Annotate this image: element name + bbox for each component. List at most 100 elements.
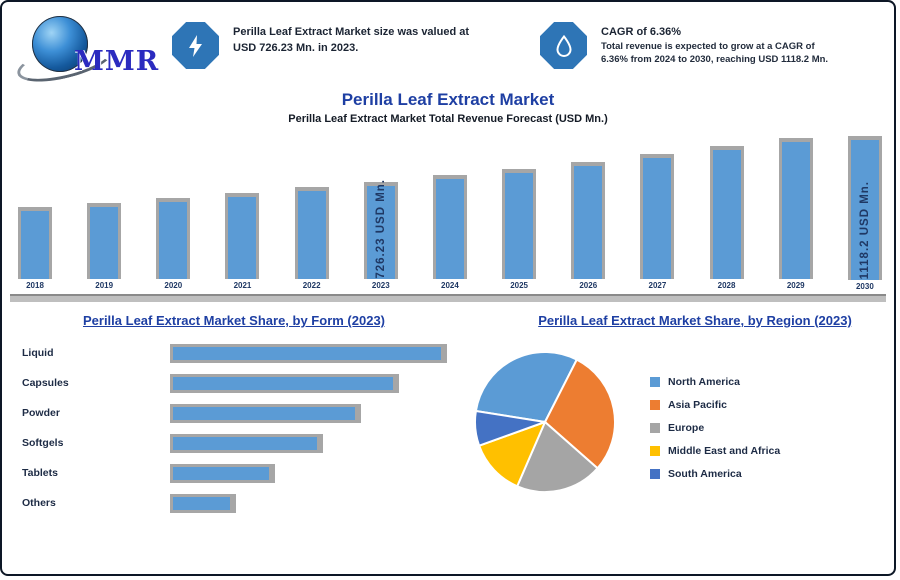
revenue-bar-slot: 2018 bbox=[18, 136, 52, 294]
revenue-bar bbox=[847, 136, 882, 280]
legend-swatch bbox=[650, 468, 660, 479]
droplet-icon bbox=[540, 22, 587, 69]
revenue-bar-fill bbox=[850, 140, 879, 280]
revenue-bar-slot: 726.23 USD Mn. 2023 bbox=[363, 136, 398, 294]
form-share-track bbox=[170, 493, 452, 513]
revenue-bar bbox=[502, 169, 537, 279]
form-share-track bbox=[170, 463, 452, 483]
pie-slice-middle-east-and-africa bbox=[478, 421, 546, 488]
revenue-bar-slot: 2020 bbox=[156, 136, 191, 294]
x-axis-tick-label: 2028 bbox=[717, 281, 736, 290]
x-axis-tick-label: 2030 bbox=[855, 281, 874, 291]
stat-cagr-line3: 6.36% from 2024 to 2030, reaching USD 11… bbox=[601, 54, 829, 65]
revenue-bar bbox=[640, 154, 675, 279]
page-subtitle: Perilla Leaf Extract Market Total Revenu… bbox=[288, 113, 608, 125]
header-stat-valuation: Perilla Leaf Extract Market size was val… bbox=[172, 20, 532, 72]
legend-label: Middle East and Africa bbox=[668, 444, 781, 457]
form-share-label: Softgels bbox=[22, 437, 64, 449]
revenue-bar bbox=[571, 162, 606, 279]
region-pie-chart bbox=[468, 345, 622, 499]
pie-slice-europe bbox=[516, 421, 599, 493]
stat-cagr-line1: CAGR of 6.36% bbox=[601, 26, 682, 38]
form-share-chart: Liquid Capsules Powder Softgels Tablets Other… bbox=[22, 338, 452, 518]
x-axis-tick-label: 2023 bbox=[371, 281, 390, 290]
revenue-bar bbox=[709, 146, 744, 279]
form-share-bar bbox=[170, 493, 236, 513]
revenue-bar-fill bbox=[297, 191, 326, 279]
revenue-bar bbox=[225, 193, 260, 279]
legend-item: Europe bbox=[650, 416, 780, 439]
stat-cagr-text: CAGR of 6.36% Total revenue is expected … bbox=[601, 24, 828, 66]
revenue-bar-slot: 2028 bbox=[709, 136, 744, 294]
form-share-label: Tablets bbox=[22, 467, 58, 479]
revenue-bar bbox=[294, 187, 329, 279]
x-axis-tick-label: 2022 bbox=[302, 281, 321, 290]
x-axis-tick-label: 2027 bbox=[648, 281, 667, 290]
revenue-bar-fill bbox=[505, 173, 534, 279]
x-axis-tick-label: 2019 bbox=[95, 281, 114, 290]
header-stat-cagr: CAGR of 6.36% Total revenue is expected … bbox=[540, 20, 888, 72]
form-share-bar bbox=[170, 343, 447, 363]
region-pie-svg bbox=[474, 351, 616, 493]
region-legend: North America Asia Pacific Europe Middle Ea… bbox=[650, 370, 780, 485]
region-share-heading: Perilla Leaf Extract Market Share, by Re… bbox=[538, 313, 852, 328]
form-share-bar bbox=[170, 433, 323, 453]
revenue-bar-fill bbox=[435, 179, 464, 279]
stat-valuation-line2: USD 726.23 Mn. in 2023. bbox=[233, 42, 359, 54]
x-axis-tick-label: 2020 bbox=[164, 281, 183, 290]
form-share-bar bbox=[170, 463, 275, 483]
legend-label: South America bbox=[668, 467, 742, 480]
form-share-row: Capsules bbox=[22, 368, 452, 398]
revenue-bar-fill bbox=[366, 186, 395, 279]
x-axis-tick-label: 2026 bbox=[579, 281, 598, 290]
revenue-chart: 2018 2019 2020 2021 2022 726.23 USD Mn. 2023 20… bbox=[18, 136, 882, 294]
revenue-bar-fill bbox=[21, 211, 49, 279]
form-share-heading: Perilla Leaf Extract Market Share, by Fo… bbox=[82, 313, 385, 328]
revenue-bar-slot: 2021 bbox=[225, 136, 260, 294]
form-share-row: Tablets bbox=[22, 458, 452, 488]
form-share-track bbox=[170, 343, 452, 363]
legend-item: Middle East and Africa bbox=[650, 439, 780, 462]
legend-item: Asia Pacific bbox=[650, 393, 780, 416]
revenue-bar bbox=[87, 203, 122, 279]
legend-item: South America bbox=[650, 462, 780, 485]
form-share-bar bbox=[170, 403, 361, 423]
legend-label: North America bbox=[668, 375, 740, 388]
form-share-label: Capsules bbox=[22, 377, 69, 389]
logo-text: MMR bbox=[74, 46, 160, 77]
legend-swatch bbox=[650, 422, 660, 433]
revenue-bar-slot: 2024 bbox=[432, 136, 467, 294]
form-share-row: Powder bbox=[22, 398, 452, 428]
revenue-bar-slot: 1118.2 USD Mn. 2030 bbox=[847, 136, 882, 294]
revenue-bar-fill bbox=[712, 150, 741, 279]
revenue-bar-fill bbox=[781, 142, 810, 279]
revenue-bar-slot: 2029 bbox=[778, 136, 813, 294]
x-axis-tick-label: 2018 bbox=[26, 281, 44, 290]
form-share-track bbox=[170, 403, 452, 423]
pie-slice-south-america bbox=[474, 410, 546, 447]
x-axis-tick-label: 2025 bbox=[510, 281, 528, 290]
globe-icon bbox=[32, 16, 88, 72]
legend-swatch bbox=[650, 445, 660, 456]
legend-swatch bbox=[650, 376, 660, 387]
page-title: Perilla Leaf Extract Market bbox=[341, 90, 555, 109]
form-share-row: Softgels bbox=[22, 428, 452, 458]
revenue-bar-slot: 2027 bbox=[640, 136, 675, 294]
revenue-bar-slot: 2026 bbox=[571, 136, 606, 294]
form-share-track bbox=[170, 373, 452, 393]
legend-swatch bbox=[650, 399, 660, 410]
revenue-bar-fill bbox=[574, 166, 603, 279]
legend-label: Europe bbox=[668, 421, 705, 434]
legend-item: North America bbox=[650, 370, 780, 393]
form-share-row: Liquid bbox=[22, 338, 452, 368]
revenue-bar-slot: 2019 bbox=[87, 136, 122, 294]
revenue-bar-slot: 2022 bbox=[294, 136, 329, 294]
form-share-label: Liquid bbox=[22, 347, 54, 359]
form-share-track bbox=[170, 433, 452, 453]
bar-value-label: 1118.2 USD Mn. bbox=[858, 180, 871, 279]
bar-value-label: 726.23 USD Mn. bbox=[374, 179, 387, 279]
x-axis-tick-label: 2021 bbox=[233, 281, 252, 290]
revenue-bar-fill bbox=[159, 202, 188, 279]
x-axis-tick-label: 2024 bbox=[441, 281, 459, 290]
